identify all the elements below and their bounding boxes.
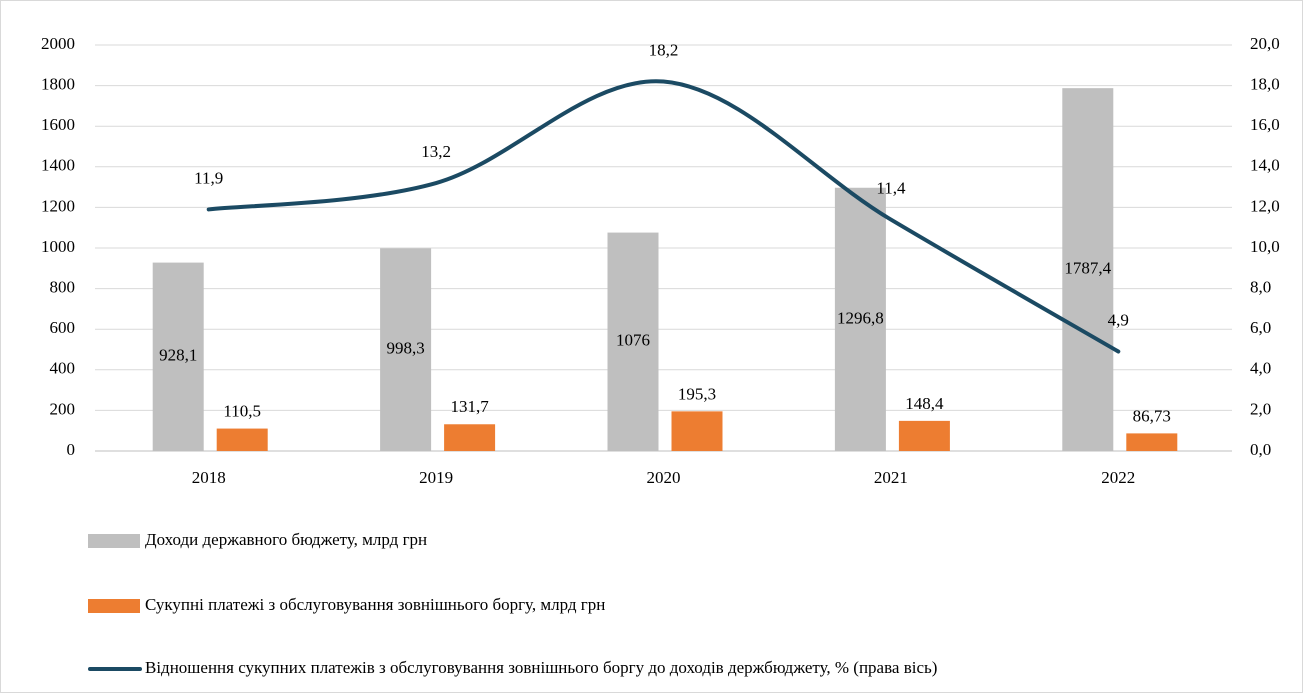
data-label: 131,7	[450, 397, 489, 416]
y2-tick-label: 18,0	[1250, 75, 1280, 94]
bar	[380, 248, 432, 451]
data-label: 1787,4	[1064, 258, 1111, 277]
bar	[1062, 88, 1114, 451]
y-tick-label: 1400	[41, 156, 75, 175]
bar	[1126, 433, 1178, 451]
data-label: 86,73	[1133, 406, 1171, 425]
y2-tick-label: 0,0	[1250, 440, 1271, 459]
bar	[444, 424, 496, 451]
y-tick-label: 1200	[41, 196, 75, 215]
y2-tick-label: 16,0	[1250, 115, 1280, 134]
bar	[834, 187, 886, 451]
y2-tick-label: 4,0	[1250, 359, 1271, 378]
bar	[671, 411, 723, 451]
data-label: 13,2	[421, 142, 451, 161]
legend-swatch	[88, 534, 140, 548]
y-tick-label: 2000	[41, 34, 75, 53]
y-tick-label: 200	[50, 399, 76, 418]
data-label: 11,9	[194, 168, 223, 187]
y2-tick-label: 6,0	[1250, 318, 1271, 337]
y-tick-label: 400	[50, 359, 76, 378]
legend-swatch	[88, 599, 140, 613]
y2-tick-label: 10,0	[1250, 237, 1280, 256]
bar	[898, 420, 950, 451]
y-tick-label: 800	[50, 278, 76, 297]
x-tick-label: 2020	[647, 468, 681, 487]
y2-tick-label: 14,0	[1250, 156, 1280, 175]
line	[206, 79, 1121, 354]
bar	[152, 262, 204, 451]
x-tick-label: 2021	[874, 468, 908, 487]
data-label: 195,3	[678, 384, 716, 403]
y-tick-label: 1000	[41, 237, 75, 256]
y-tick-label: 1600	[41, 115, 75, 134]
y-tick-label: 1800	[41, 75, 75, 94]
data-label: 110,5	[223, 401, 261, 420]
y-tick-label: 600	[50, 318, 76, 337]
data-label: 928,1	[159, 346, 197, 365]
y2-tick-label: 20,0	[1250, 34, 1280, 53]
data-label: 998,3	[386, 339, 424, 358]
legend-label: Відношення сукупних платежів з обслугову…	[145, 658, 937, 677]
data-label: 18,2	[649, 40, 679, 59]
bar	[607, 232, 659, 451]
data-label: 148,4	[905, 394, 944, 413]
y-tick-label: 0	[67, 440, 76, 459]
x-tick-label: 2019	[419, 468, 453, 487]
data-label: 4,9	[1108, 310, 1129, 329]
data-label: 11,4	[876, 178, 906, 197]
y2-tick-label: 2,0	[1250, 399, 1271, 418]
legend-label: Доходи державного бюджету, млрд грн	[145, 530, 427, 549]
y2-tick-label: 8,0	[1250, 278, 1271, 297]
x-tick-label: 2018	[192, 468, 226, 487]
bar	[216, 428, 268, 451]
data-label: 1296,8	[837, 308, 884, 327]
x-tick-label: 2022	[1101, 468, 1135, 487]
data-label: 1076	[616, 331, 650, 350]
legend-label: Сукупні платежі з обслуговування зовнішн…	[145, 595, 605, 614]
y2-tick-label: 12,0	[1250, 196, 1280, 215]
